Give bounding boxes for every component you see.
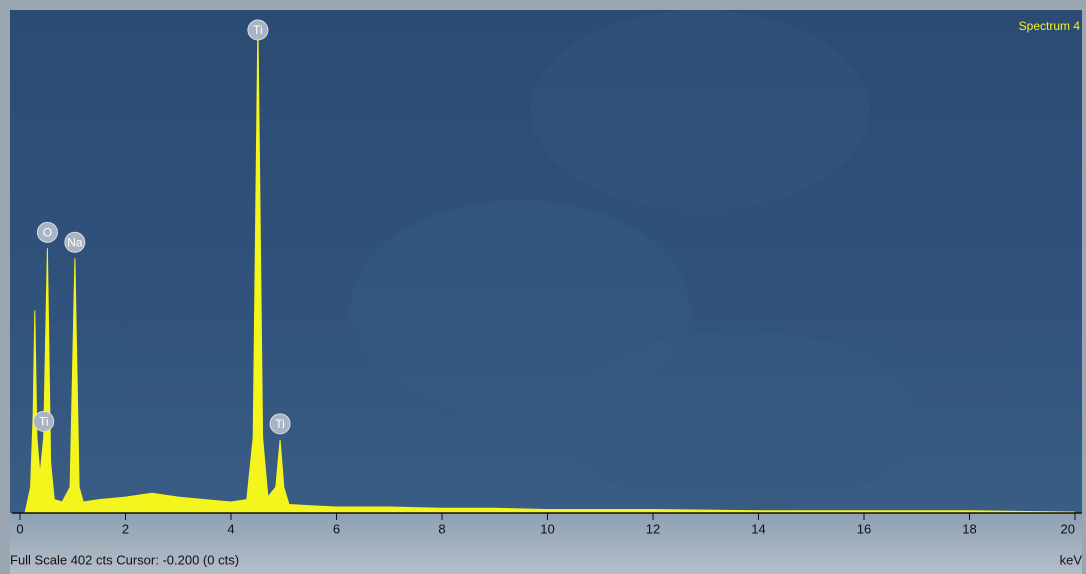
x-tick-label: 6 bbox=[333, 521, 340, 536]
background-texture bbox=[560, 330, 920, 510]
x-tick-label: 12 bbox=[646, 521, 660, 536]
x-tick-label: 14 bbox=[751, 521, 765, 536]
background-texture bbox=[530, 10, 870, 210]
peak-label: Ti bbox=[275, 417, 285, 431]
x-unit: keV bbox=[1060, 552, 1083, 567]
spectrum-title: Spectrum 4 bbox=[1019, 19, 1081, 33]
peak-label: O bbox=[43, 225, 52, 239]
status-text: Full Scale 402 cts Cursor: -0.200 (0 cts… bbox=[10, 552, 239, 567]
spectrum-window: Spectrum 4 Full Scale 402 cts Cursor: -0… bbox=[0, 0, 1086, 574]
x-tick-label: 10 bbox=[540, 521, 554, 536]
x-tick-label: 2 bbox=[122, 521, 129, 536]
peak-label: Ti bbox=[253, 23, 263, 37]
x-tick-label: 0 bbox=[16, 521, 23, 536]
x-tick-label: 4 bbox=[227, 521, 234, 536]
peak-label: Ti bbox=[39, 415, 49, 429]
x-tick-label: 20 bbox=[1061, 521, 1075, 536]
x-tick-label: 8 bbox=[438, 521, 445, 536]
x-tick-label: 16 bbox=[857, 521, 871, 536]
page: {"chart_data": { "type": "spectrum", "ti… bbox=[0, 0, 1086, 574]
peak-label: Na bbox=[67, 235, 83, 249]
x-tick-label: 18 bbox=[962, 521, 976, 536]
